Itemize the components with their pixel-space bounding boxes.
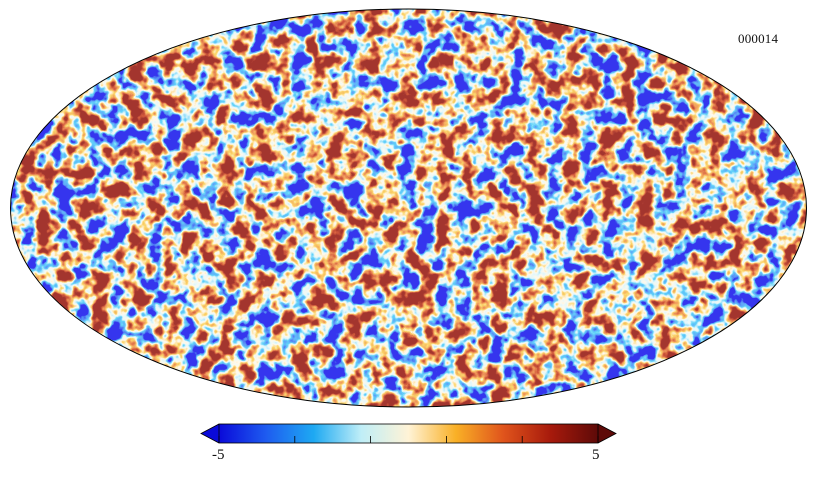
colorbar-bar	[219, 424, 598, 443]
colorbar-min-label: -5	[212, 447, 225, 463]
colorbar-ticks	[218, 436, 599, 443]
map-outline	[10, 8, 807, 408]
colorbar-frame	[218, 423, 599, 444]
colorbar-min-arrow	[201, 424, 219, 443]
colorbar-max-label: 5	[592, 447, 600, 463]
colorbar	[200, 423, 617, 444]
colorbar-max-arrow	[598, 424, 616, 443]
map-id-label: 000014	[738, 31, 779, 46]
